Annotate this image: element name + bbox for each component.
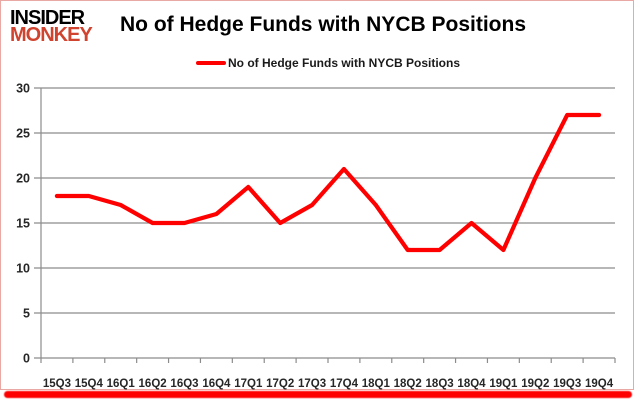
- x-axis-tick-label: 15Q4: [75, 378, 104, 390]
- y-axis-tick-label: 30: [16, 82, 30, 96]
- x-axis-tick-label: 17Q4: [330, 378, 359, 390]
- legend-line-swatch-icon: [196, 61, 226, 65]
- y-axis-tick-label: 5: [23, 307, 30, 321]
- x-axis-tick-label: 19Q3: [553, 378, 581, 390]
- x-axis-tick-label: 18Q3: [426, 378, 454, 390]
- x-axis-tick-label: 18Q4: [457, 378, 486, 390]
- legend: No of Hedge Funds with NYCB Positions: [41, 56, 615, 70]
- x-axis-tick-label: 17Q3: [298, 378, 326, 390]
- red-bottom-shadow-bar: [4, 391, 632, 398]
- y-axis-tick-label: 15: [16, 217, 30, 231]
- x-axis-tick-label: 16Q2: [139, 378, 167, 390]
- x-axis-tick-label: 18Q1: [362, 378, 391, 390]
- x-axis-tick-label: 17Q1: [234, 378, 263, 390]
- x-axis-tick-label: 18Q2: [394, 378, 422, 390]
- x-axis-tick-label: 19Q1: [489, 378, 518, 390]
- x-axis-tick-label: 19Q4: [585, 378, 614, 390]
- logo-text-insider: INSIDER: [10, 7, 85, 29]
- insider-monkey-logo: INSIDER MONKEY: [10, 7, 93, 46]
- y-axis-tick-label: 0: [23, 352, 30, 366]
- x-axis-tick-label: 17Q2: [266, 378, 294, 390]
- logo-text-monkey: MONKEY: [10, 24, 93, 46]
- y-axis-tick-label: 20: [16, 172, 30, 186]
- x-axis-tick-label: 16Q3: [170, 378, 198, 390]
- chart-title: No of Hedge Funds with NYCB Positions: [120, 13, 526, 36]
- legend-label: No of Hedge Funds with NYCB Positions: [228, 56, 460, 70]
- x-axis-tick-label: 15Q3: [43, 378, 71, 390]
- x-axis-tick-label: 16Q1: [107, 378, 136, 390]
- x-axis-tick-label: 19Q2: [521, 378, 549, 390]
- y-axis-tick-label: 10: [16, 262, 30, 276]
- x-axis-tick-label: 16Q4: [202, 378, 231, 390]
- y-axis-tick-label: 25: [16, 127, 30, 141]
- series-line: [54, 112, 602, 253]
